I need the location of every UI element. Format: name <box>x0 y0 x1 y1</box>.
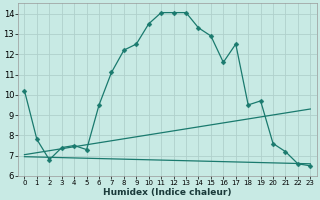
X-axis label: Humidex (Indice chaleur): Humidex (Indice chaleur) <box>103 188 232 197</box>
